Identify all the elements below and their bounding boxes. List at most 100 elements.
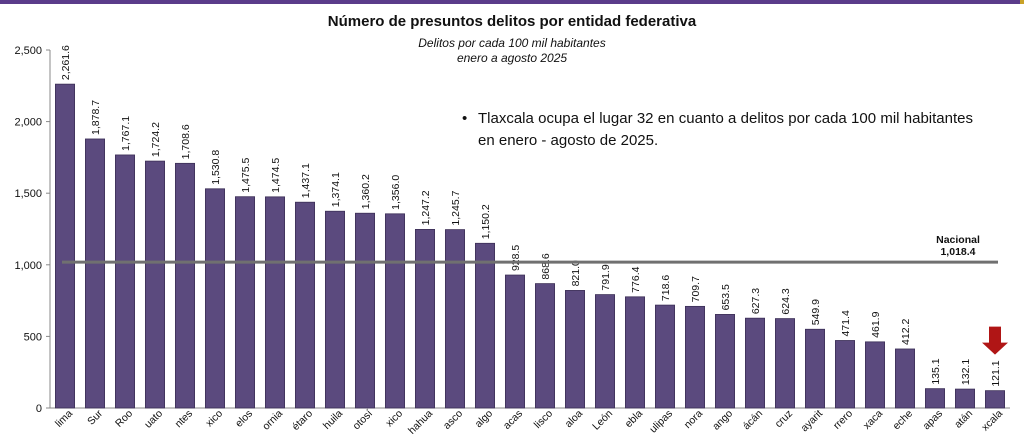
bar — [595, 294, 616, 409]
y-tick-label: 0 — [36, 403, 42, 415]
bar — [144, 160, 165, 409]
data-label: 1,724.2 — [150, 122, 162, 157]
data-label: 928.5 — [510, 245, 522, 271]
y-tick-label: 500 — [24, 331, 42, 343]
category-label: Roo — [113, 408, 135, 430]
data-label: 2,261.6 — [60, 45, 72, 80]
national-average-label: Nacional — [936, 234, 980, 246]
chart-subtitle-period: enero a agosto 2025 — [456, 51, 568, 65]
bar — [55, 83, 76, 409]
data-label: 1,356.0 — [390, 175, 402, 210]
bar — [655, 304, 676, 409]
bar — [565, 290, 586, 409]
bar — [715, 314, 736, 409]
bar — [835, 340, 856, 409]
bar — [685, 305, 706, 409]
data-label: 1,150.2 — [480, 204, 492, 239]
bar — [294, 201, 315, 409]
bar — [444, 229, 465, 409]
category-label: ácán — [741, 408, 766, 433]
y-tick-label: 1,500 — [14, 188, 42, 200]
category-label: ntes — [173, 408, 196, 431]
data-label: 135.1 — [930, 358, 942, 384]
top-accent-mark — [1020, 0, 1024, 4]
y-tick-label: 2,000 — [14, 117, 42, 129]
category-label: hahua — [406, 408, 435, 434]
category-label: aloa — [563, 408, 586, 431]
data-label: 1,708.6 — [180, 124, 192, 159]
bar — [504, 274, 525, 409]
bar — [85, 138, 106, 409]
category-label: xcala — [979, 408, 1005, 434]
category-label: étaro — [290, 408, 316, 434]
category-label: elos — [233, 408, 255, 430]
bar — [115, 154, 136, 409]
bullet-icon: • — [462, 110, 468, 127]
category-label: Sur — [85, 407, 105, 427]
top-decorative-bar — [0, 0, 1024, 4]
category-label: ebla — [623, 408, 646, 431]
data-label: 791.9 — [600, 264, 612, 290]
bar — [384, 213, 405, 409]
data-label: 1,437.1 — [300, 163, 312, 198]
bar — [625, 296, 646, 409]
data-label: 461.9 — [870, 311, 882, 337]
data-label: 1,474.5 — [270, 158, 282, 193]
bar — [414, 229, 435, 409]
ranking-note-text: Tlaxcala ocupa el lugar 32 en cuanto a d… — [478, 110, 973, 149]
bar — [805, 328, 826, 409]
data-label: 627.3 — [750, 288, 762, 314]
bar — [895, 348, 916, 409]
category-label: nora — [682, 408, 705, 431]
bar — [204, 188, 225, 409]
bar — [234, 196, 255, 409]
data-label: 1,530.8 — [210, 150, 222, 185]
data-label: 1,767.1 — [120, 116, 132, 151]
category-label: algo — [473, 408, 496, 431]
category-label: eche — [891, 408, 916, 433]
bar — [474, 242, 495, 409]
category-label: apas — [921, 408, 946, 433]
category-label: huila — [321, 408, 345, 432]
red-down-arrow-icon — [982, 326, 1008, 355]
data-label: 718.6 — [660, 275, 672, 301]
data-label: 821.0 — [570, 260, 582, 286]
national-average-value: 1,018.4 — [940, 246, 975, 258]
bar — [925, 388, 946, 409]
data-label: 132.1 — [960, 359, 972, 385]
category-label: rrero — [831, 408, 855, 432]
category-label: xico — [203, 408, 225, 430]
chart-subtitle: Delitos por cada 100 mil habitantes — [418, 36, 606, 50]
y-tick-label: 2,500 — [14, 45, 42, 57]
category-label: ayarit — [798, 408, 825, 434]
category-label: lisco — [532, 408, 555, 431]
data-label: 868.6 — [540, 253, 552, 279]
data-label: 1,475.5 — [240, 158, 252, 193]
category-label: ornia — [260, 408, 285, 433]
data-label: 121.1 — [990, 360, 1002, 386]
bar — [174, 162, 195, 409]
category-label: cruz — [773, 408, 796, 431]
bar — [775, 318, 796, 409]
category-label: ulipas — [647, 408, 675, 434]
data-label: 776.4 — [630, 266, 642, 292]
bar — [324, 210, 345, 409]
y-tick-label: 1,000 — [14, 260, 42, 272]
data-label: 709.7 — [690, 276, 702, 302]
ranking-note: • Tlaxcala ocupa el lugar 32 en cuanto a… — [462, 108, 973, 152]
bar — [535, 283, 556, 409]
chart-title: Número de presuntos delitos por entidad … — [327, 13, 697, 30]
data-label: 1,360.2 — [360, 174, 372, 209]
bar — [354, 212, 375, 409]
data-label: 653.5 — [720, 284, 732, 310]
data-label: 412.2 — [900, 319, 912, 345]
bar — [865, 341, 886, 409]
category-label: xico — [383, 408, 405, 430]
bar — [745, 317, 766, 409]
data-label: 1,245.7 — [450, 190, 462, 225]
category-label: León — [590, 408, 615, 433]
category-label: uato — [142, 408, 165, 431]
data-label: 471.4 — [840, 310, 852, 336]
bar — [985, 390, 1006, 409]
